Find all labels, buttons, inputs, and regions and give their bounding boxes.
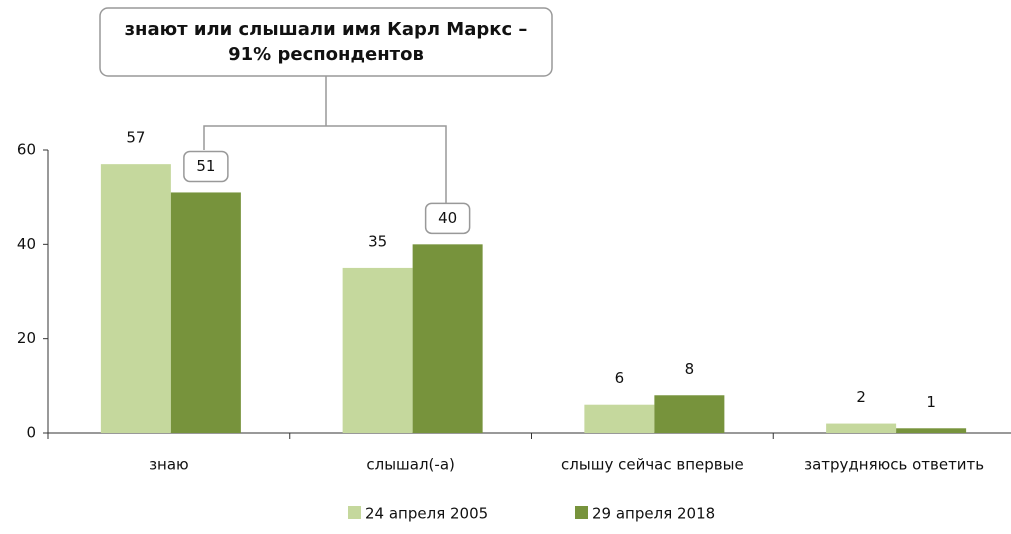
data-label: 40 xyxy=(438,209,457,227)
y-tick-label: 20 xyxy=(17,329,36,347)
bar xyxy=(654,395,725,433)
label-box xyxy=(183,150,229,183)
bar xyxy=(896,428,967,433)
y-tick-label: 0 xyxy=(26,424,36,442)
bar xyxy=(412,244,483,433)
data-label: 8 xyxy=(685,360,695,378)
y-tick-label: 60 xyxy=(17,141,36,159)
x-tick-label: слышал(-а) xyxy=(366,456,455,474)
x-tick-label: знаю xyxy=(149,456,189,474)
annotation-line: 91% респондентов xyxy=(228,44,424,65)
bar xyxy=(584,404,655,433)
data-label: 35 xyxy=(368,232,387,250)
annotation-line: знают или слышали имя Карл Маркс – xyxy=(125,19,528,40)
data-label: 2 xyxy=(856,388,866,406)
bar xyxy=(342,267,413,433)
legend-swatch xyxy=(348,506,361,519)
x-tick-label: затрудняюсь ответить xyxy=(804,456,984,474)
annotation-callout: знают или слышали имя Карл Маркс – 91% р… xyxy=(99,7,553,206)
data-label: 6 xyxy=(615,369,625,387)
label-box xyxy=(424,202,471,235)
data-label: 51 xyxy=(196,157,215,175)
data-label: 57 xyxy=(126,129,145,147)
legend-label: 24 апреля 2005 xyxy=(365,505,488,523)
legend-label: 29 апреля 2018 xyxy=(592,505,715,523)
bar xyxy=(100,164,171,433)
data-label: 1 xyxy=(926,393,936,411)
bar xyxy=(826,423,897,433)
y-tick-label: 40 xyxy=(17,235,36,253)
bar xyxy=(170,192,241,433)
legend-swatch xyxy=(575,506,588,519)
x-tick-label: слышу сейчас впервые xyxy=(561,456,744,474)
